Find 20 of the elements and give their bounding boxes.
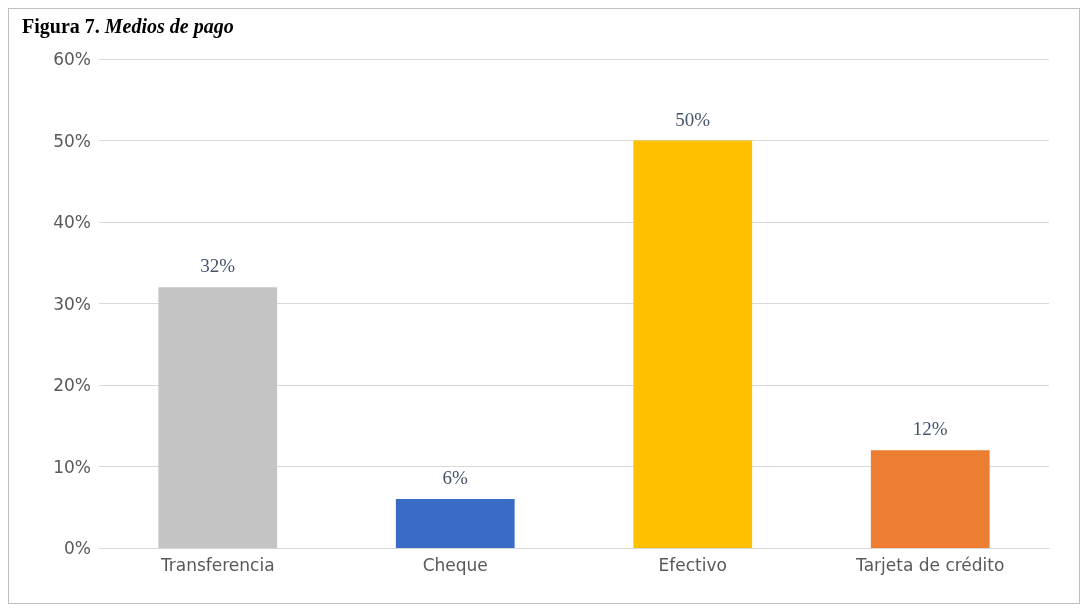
y-tick-label: 10% — [53, 456, 91, 477]
y-tick-label: 60% — [53, 49, 91, 69]
x-tick-label: Cheque — [422, 554, 488, 575]
y-tick-label: 30% — [53, 293, 91, 314]
data-label: 12% — [912, 418, 948, 440]
y-tick-label: 50% — [53, 130, 91, 151]
y-tick-label: 20% — [53, 375, 91, 395]
bar — [870, 450, 990, 548]
bar — [395, 499, 515, 548]
chart-title: Figura 7. Medios de pago — [22, 15, 234, 38]
bar — [633, 140, 753, 548]
x-tick-label: Transferencia — [159, 554, 275, 575]
x-tick-label: Tarjeta de crédito — [855, 554, 1005, 575]
y-tick-label: 40% — [53, 212, 91, 232]
x-tick-label: Efectivo — [658, 554, 727, 575]
data-label: 50% — [675, 108, 711, 130]
y-tick-label: 0% — [64, 538, 91, 558]
data-label: 6% — [442, 467, 469, 489]
data-label: 32% — [200, 255, 236, 277]
bar — [158, 287, 278, 548]
